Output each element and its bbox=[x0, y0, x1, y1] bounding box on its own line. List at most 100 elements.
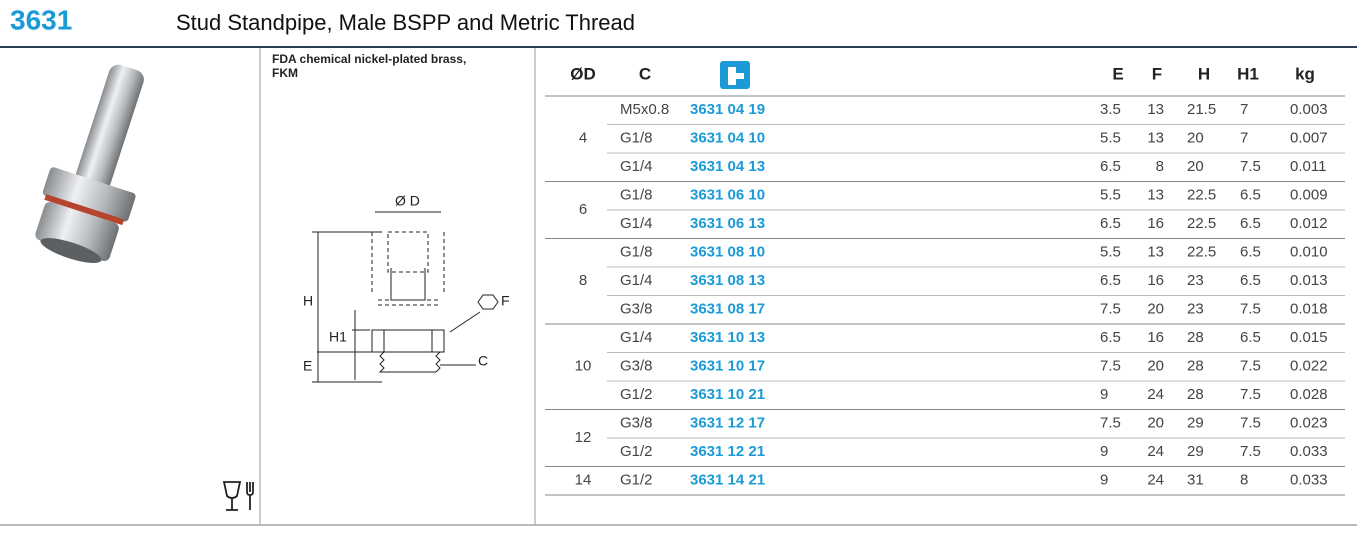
dimension-label: H bbox=[303, 293, 313, 309]
part-number: 3631 06 10 bbox=[690, 187, 765, 204]
table-cell: 20 bbox=[1147, 415, 1164, 432]
table-cell: 5.5 bbox=[1100, 130, 1121, 147]
table-cell: 22.5 bbox=[1187, 187, 1216, 204]
table-cell: 7.5 bbox=[1240, 301, 1261, 318]
table-cell: 0.022 bbox=[1290, 358, 1328, 375]
table-cell: 5.5 bbox=[1100, 244, 1121, 261]
table-cell: 6.5 bbox=[1100, 272, 1121, 289]
table-cell: 22.5 bbox=[1187, 244, 1216, 261]
table-cell: G1/4 bbox=[620, 272, 653, 289]
table-cell: 6.5 bbox=[1240, 215, 1261, 232]
product-code: 3631 bbox=[10, 4, 72, 35]
table-cell: 0.010 bbox=[1290, 244, 1328, 261]
part-number: 3631 08 17 bbox=[690, 301, 765, 318]
table-cell: 6.5 bbox=[1240, 272, 1261, 289]
part-number: 3631 10 17 bbox=[690, 358, 765, 375]
table-cell: 6.5 bbox=[1100, 329, 1121, 346]
table-cell: 28 bbox=[1187, 358, 1204, 375]
table-cell: 0.009 bbox=[1290, 187, 1328, 204]
product-title: Stud Standpipe, Male BSPP and Metric Thr… bbox=[176, 10, 635, 35]
table-cell: G1/2 bbox=[620, 386, 653, 403]
table-cell: 0.018 bbox=[1290, 301, 1328, 318]
table-cell: 16 bbox=[1147, 215, 1164, 232]
table-cell: 20 bbox=[1147, 358, 1164, 375]
table-cell: 24 bbox=[1147, 443, 1164, 460]
part-number: 3631 04 10 bbox=[690, 130, 765, 147]
technical-drawing bbox=[312, 211, 499, 383]
column-header: E bbox=[1112, 64, 1123, 83]
dimension-label: Ø D bbox=[395, 193, 420, 209]
table-cell: 29 bbox=[1187, 443, 1204, 460]
table-cell: 13 bbox=[1147, 130, 1164, 147]
table-cell: G3/8 bbox=[620, 358, 653, 375]
table-cell: 9 bbox=[1100, 386, 1108, 403]
dimension-label: H1 bbox=[329, 329, 347, 345]
table-cell: 20 bbox=[1187, 130, 1204, 147]
table-cell: 23 bbox=[1187, 272, 1204, 289]
table-cell: 7.5 bbox=[1240, 415, 1261, 432]
column-header: kg bbox=[1295, 64, 1315, 83]
table-cell: 23 bbox=[1187, 301, 1204, 318]
table-cell: 28 bbox=[1187, 329, 1204, 346]
table-cell: 9 bbox=[1100, 443, 1108, 460]
table-cell: 8 bbox=[1240, 472, 1248, 489]
table-cell: 20 bbox=[1147, 301, 1164, 318]
column-header: H bbox=[1198, 64, 1210, 83]
part-number: 3631 06 13 bbox=[690, 215, 765, 232]
part-number: 3631 08 13 bbox=[690, 272, 765, 289]
table-cell: 8 bbox=[1156, 158, 1164, 175]
table-cell: 13 bbox=[1147, 101, 1164, 118]
table-cell: G1/4 bbox=[620, 158, 653, 175]
table-cell: 0.003 bbox=[1290, 101, 1328, 118]
table-cell: 20 bbox=[1187, 158, 1204, 175]
table-cell: 16 bbox=[1147, 272, 1164, 289]
part-number: 3631 08 10 bbox=[690, 244, 765, 261]
table-cell: 7 bbox=[1240, 130, 1248, 147]
group-diameter: 4 bbox=[579, 130, 587, 147]
table-cell: 6.5 bbox=[1240, 244, 1261, 261]
table-cell: G1/2 bbox=[620, 443, 653, 460]
table-cell: 7.5 bbox=[1240, 158, 1261, 175]
table-cell: 0.023 bbox=[1290, 415, 1328, 432]
table-cell: G1/8 bbox=[620, 130, 653, 147]
part-number: 3631 10 13 bbox=[690, 329, 765, 346]
table-cell: 7.5 bbox=[1100, 415, 1121, 432]
group-diameter: 8 bbox=[579, 272, 587, 289]
table-cell: 0.033 bbox=[1290, 472, 1328, 489]
part-number: 3631 14 21 bbox=[690, 472, 765, 489]
part-number: 3631 04 13 bbox=[690, 158, 765, 175]
table-cell: G1/8 bbox=[620, 244, 653, 261]
group-diameter: 12 bbox=[575, 429, 592, 446]
table-cell: 7.5 bbox=[1240, 443, 1261, 460]
table-cell: 0.012 bbox=[1290, 215, 1328, 232]
table-cell: 31 bbox=[1187, 472, 1204, 489]
table-cell: 0.011 bbox=[1290, 158, 1326, 175]
group-diameter: 14 bbox=[575, 472, 592, 489]
column-header: H1 bbox=[1237, 64, 1259, 83]
table-cell: 7.5 bbox=[1240, 358, 1261, 375]
part-number: 3631 12 17 bbox=[690, 415, 765, 432]
product-photo bbox=[35, 64, 144, 263]
table-cell: G3/8 bbox=[620, 415, 653, 432]
table-cell: 6.5 bbox=[1240, 329, 1261, 346]
part-number: 3631 04 19 bbox=[690, 101, 765, 118]
dimension-label: E bbox=[303, 358, 312, 374]
dimension-label: F bbox=[501, 293, 510, 309]
table-cell: M5x0.8 bbox=[620, 101, 669, 118]
table-cell: 7.5 bbox=[1100, 358, 1121, 375]
table-cell: G1/4 bbox=[620, 329, 653, 346]
table-cell: 22.5 bbox=[1187, 215, 1216, 232]
material-text: FKM bbox=[272, 66, 298, 80]
food-safe-icon bbox=[222, 481, 254, 511]
table-cell: 29 bbox=[1187, 415, 1204, 432]
table-cell: 6.5 bbox=[1100, 215, 1121, 232]
table-cell: 24 bbox=[1147, 386, 1164, 403]
table-cell: 16 bbox=[1147, 329, 1164, 346]
table-cell: 7.5 bbox=[1240, 386, 1261, 403]
group-diameter: 10 bbox=[575, 358, 592, 375]
dimension-label: C bbox=[478, 353, 488, 369]
column-header: C bbox=[639, 64, 651, 83]
table-cell: 13 bbox=[1147, 187, 1164, 204]
table-cell: 7 bbox=[1240, 101, 1248, 118]
